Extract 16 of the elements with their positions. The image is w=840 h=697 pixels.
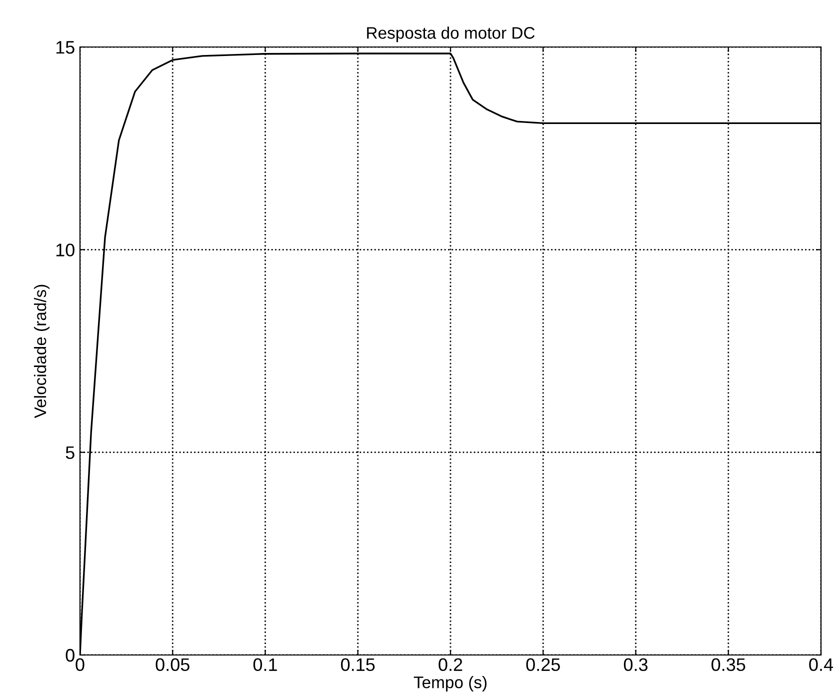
y-axis-title: Velocidade (rad/s) (34, 284, 50, 418)
x-tick-label: 0.4 (809, 658, 834, 672)
x-tick-label: 0.3 (624, 658, 648, 672)
x-tick-label: 0 (76, 658, 84, 672)
x-tick-label: 0.05 (156, 658, 190, 672)
y-tick-label: 10 (56, 244, 74, 256)
x-axis-title: Tempo (s) (414, 676, 487, 692)
x-tick-label: 0.2 (438, 658, 462, 672)
y-tick-label: 0 (66, 648, 74, 662)
y-tick-label: 5 (66, 446, 74, 460)
x-tick-label: 0.1 (253, 658, 277, 672)
chart-title: Resposta do motor DC (367, 26, 535, 42)
y-tick-label: 15 (56, 41, 74, 54)
x-tick-label: 0.15 (341, 658, 375, 672)
x-tick-label: 0.25 (526, 658, 560, 672)
x-tick-label: 0.35 (712, 658, 746, 672)
